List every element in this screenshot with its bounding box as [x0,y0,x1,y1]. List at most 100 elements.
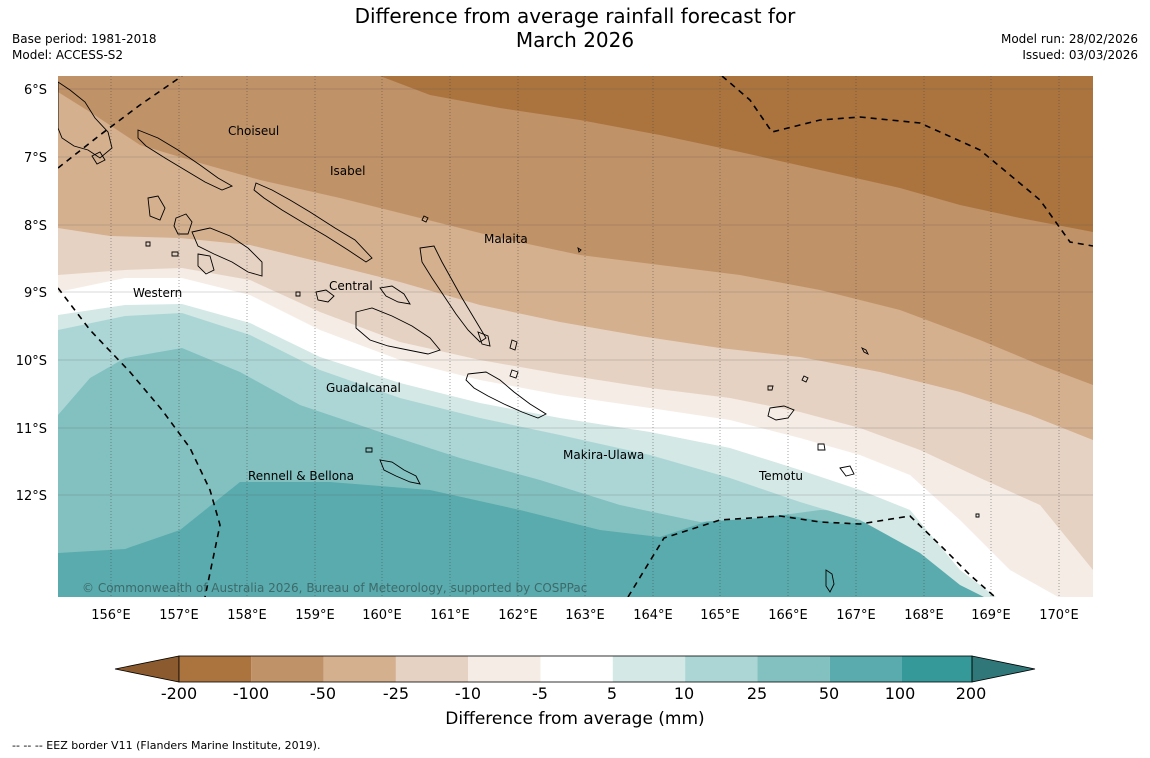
issued-date: Issued: 03/03/2026 [1022,48,1138,62]
malaita-island [419,245,487,343]
torres-islands [825,569,835,593]
latitude-grid [58,88,1093,496]
isabel-island [253,182,373,263]
cb-label-10: 10 [674,684,694,703]
lat-label-12s: 12°S [16,489,47,504]
colorbar-cell-10 [829,656,902,682]
reef-islands [767,385,774,391]
model-name: Model: ACCESS-S2 [12,48,124,62]
colorbar-title: Difference from average (mm) [445,709,705,729]
lon-label-164e: 164°E [633,608,673,623]
lon-label-169e: 169°E [971,608,1011,623]
eez-borders [58,76,1093,597]
colorbar-cell-6 [540,656,613,682]
tikopia-island [860,346,870,356]
colorbar [114,655,1036,683]
cb-label-100: 100 [885,684,916,703]
lon-label-168e: 168°E [904,608,944,623]
latitude-labels: 6°S 7°S 8°S 9°S 10°S 11°S 12°S [16,83,47,504]
cb-label-5: 5 [607,684,617,703]
rendova-island [197,253,215,275]
cb-label-25: 25 [747,684,767,703]
colorbar-cell-8 [685,656,758,682]
santa-ana-island [509,369,519,379]
cb-label-minus5: -5 [532,684,548,703]
lon-label-158e: 158°E [227,608,267,623]
eez-png-north [58,76,183,169]
santa-cruz-island [767,405,795,421]
lon-label-157e: 157°E [159,608,199,623]
russell-islands [379,285,411,305]
cb-label-minus200: -200 [161,684,197,703]
lon-label-167e: 167°E [836,608,876,623]
lon-label-156e: 156°E [91,608,131,623]
lon-label-161e: 161°E [430,608,470,623]
colorbar-labels: -200 -100 -50 -25 -10 -5 5 10 25 50 100 … [161,684,986,703]
colorbar-cell-7 [612,656,686,682]
colorbar-outline [178,655,973,683]
lat-label-8s: 8°S [24,219,47,234]
lat-label-10s: 10°S [16,354,47,369]
title-line-2: March 2026 [515,28,635,52]
chart-title: Difference from average rainfall forecas… [0,4,1150,52]
copyright-notice: © Commonwealth of Australia 2026, Bureau… [82,581,587,595]
eez-north-east [721,76,1093,247]
ontong-java-island [421,215,429,223]
choiseul-island [137,129,234,191]
cb-label-minus50: -50 [310,684,336,703]
colorbar-cell-4 [395,656,469,682]
colorbar-cell-3 [323,656,396,682]
kolombangara-island [173,213,193,235]
bellona-island [365,447,373,453]
colorbar-cell-5 [468,656,541,682]
cb-label-50: 50 [819,684,839,703]
region-label-central: Central [329,279,373,293]
colorbar-cell-11 [902,656,972,682]
lat-label-9s: 9°S [24,286,47,301]
small-malaita-island [477,331,491,347]
makira-island [465,371,547,419]
cb-label-200: 200 [956,684,987,703]
lon-label-163e: 163°E [565,608,605,623]
cb-label-minus10: -10 [455,684,481,703]
colorbar-cell-9 [757,656,830,682]
region-label-western: Western [133,286,182,300]
meta-left: Base period: 1981-2018 Model: ACCESS-S2 [12,31,157,63]
guadalcanal-island [355,307,441,355]
vella-lavella-island [147,195,166,221]
florida-islands [315,289,335,303]
map-area [58,76,1093,597]
region-label-makira-ulawa: Makira-Ulawa [563,448,644,462]
region-labels: Choiseul Isabel Malaita Central Western … [133,124,803,483]
utupua-island [817,443,826,451]
lon-label-160e: 160°E [362,608,402,623]
shortland-island [91,151,106,165]
duff-islands [801,375,809,383]
title-line-1: Difference from average rainfall forecas… [354,4,796,28]
colorbar-extend-high [971,655,1036,683]
region-label-rennell-bellona: Rennell & Bellona [248,469,354,483]
band-minus200-minus100 [380,76,1093,232]
lat-label-6s: 6°S [24,83,47,98]
sikaiana-island [577,246,582,253]
base-period: Base period: 1981-2018 [12,32,157,46]
lat-label-11s: 11°S [16,422,47,437]
coastlines [58,81,980,593]
bougainville-island [58,81,113,159]
treasury-island [145,241,151,247]
longitude-labels: 156°E 157°E 158°E 159°E 160°E 161°E 162°… [91,608,1079,623]
eez-legend-note: -- -- -- EEZ border V11 (Flanders Marine… [12,739,321,752]
lat-label-7s: 7°S [24,151,47,166]
colorbar-extend-low [114,655,180,683]
cb-label-minus25: -25 [383,684,409,703]
anuta-island [975,513,980,518]
lon-label-162e: 162°E [498,608,538,623]
region-label-temotu: Temotu [758,469,803,483]
lon-label-159e: 159°E [295,608,335,623]
lon-label-166e: 166°E [768,608,808,623]
ulawa-island [509,339,518,351]
lon-label-170e: 170°E [1039,608,1079,623]
model-run: Model run: 28/02/2026 [1000,32,1138,46]
colorbar-cell-2 [251,656,324,682]
